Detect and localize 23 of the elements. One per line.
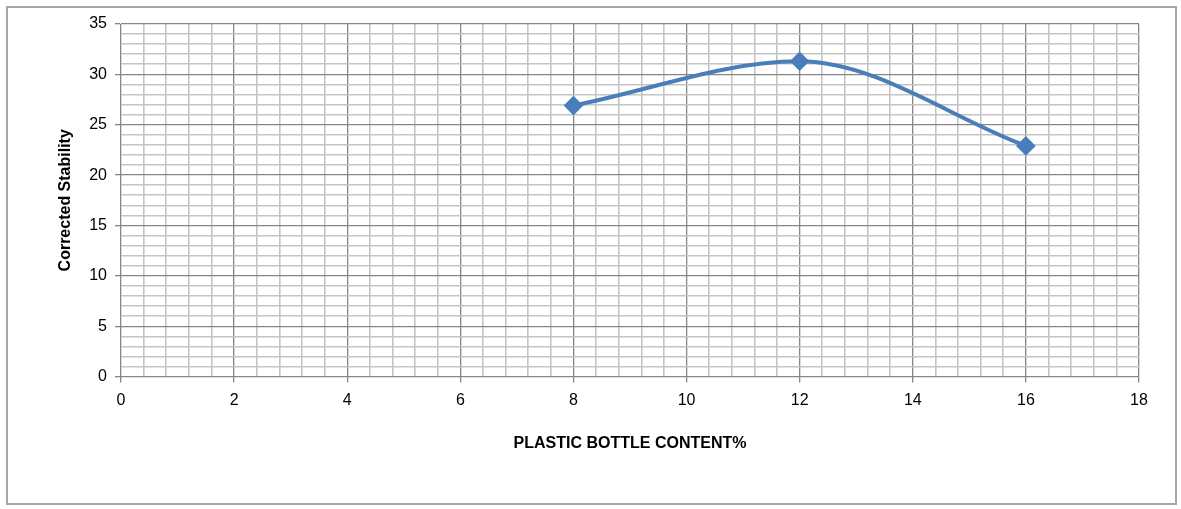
x-tick-label: 0 [116, 390, 126, 408]
y-tick-label: 0 [98, 367, 108, 385]
x-tick-label: 14 [903, 390, 922, 408]
point [564, 96, 583, 115]
x-tick-label: 16 [1016, 390, 1035, 408]
y-tick-label: 30 [89, 64, 108, 82]
point [790, 52, 809, 71]
y-tick-label: 20 [89, 165, 108, 183]
x-axis-title: PLASTIC BOTTLE CONTENT% [513, 433, 747, 451]
x-tick-label: 2 [229, 390, 239, 408]
y-tick-label: 15 [89, 215, 108, 233]
y-tick-label: 35 [89, 14, 108, 32]
y-tick-label: 25 [89, 115, 108, 133]
y-tick-label: 5 [98, 316, 108, 334]
y-tick-label: 10 [89, 266, 108, 284]
point [1016, 136, 1035, 155]
x-tick-label: 6 [455, 390, 465, 408]
x-tick-label: 8 [568, 390, 578, 408]
x-tick-label: 4 [342, 390, 352, 408]
x-tick-label: 10 [677, 390, 696, 408]
y-axis-title: Corrected Stability [56, 129, 74, 272]
x-tick-label: 18 [1130, 390, 1148, 408]
x-tick-label: 12 [790, 390, 809, 408]
